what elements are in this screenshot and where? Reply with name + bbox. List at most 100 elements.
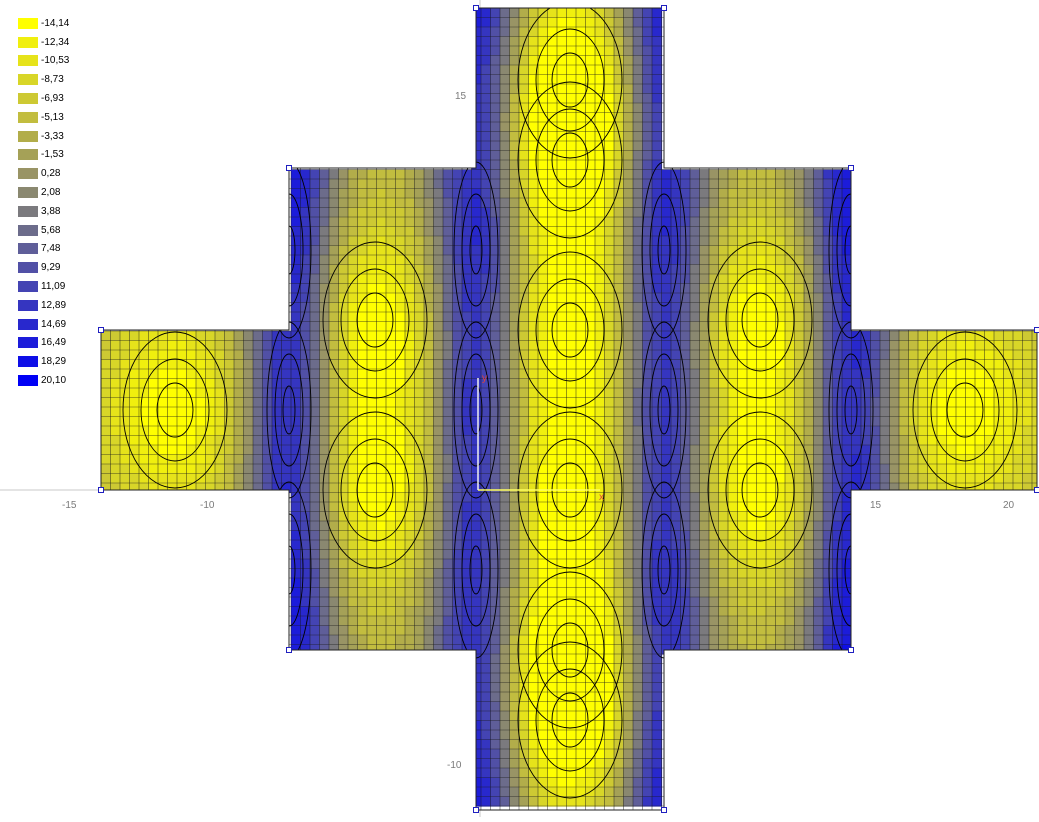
mesh-cell <box>643 151 653 161</box>
mesh-cell <box>130 369 140 379</box>
mesh-cell <box>804 170 814 180</box>
mesh-cell <box>595 588 605 598</box>
mesh-cell <box>633 84 643 94</box>
support-node[interactable] <box>287 648 292 653</box>
support-node[interactable] <box>1035 328 1039 333</box>
mesh-cell <box>614 540 624 550</box>
mesh-cell <box>367 635 377 645</box>
mesh-cell <box>206 474 216 484</box>
mesh-cell <box>804 217 814 227</box>
mesh-cell <box>652 189 662 199</box>
legend-label: 18,29 <box>41 356 66 367</box>
mesh-cell <box>709 426 719 436</box>
mesh-cell <box>823 227 833 237</box>
mesh-cell <box>795 455 805 465</box>
mesh-cell <box>605 37 615 47</box>
mesh-cell <box>662 312 672 322</box>
mesh-cell <box>652 436 662 446</box>
mesh-cell <box>804 559 814 569</box>
mesh-cell <box>652 255 662 265</box>
mesh-cell <box>633 160 643 170</box>
support-node[interactable] <box>849 648 854 653</box>
mesh-cell <box>719 483 729 493</box>
mesh-cell <box>643 721 653 731</box>
mesh-cell <box>814 265 824 275</box>
mesh-cell <box>396 331 406 341</box>
mesh-cell <box>776 531 786 541</box>
mesh-cell <box>519 797 529 807</box>
mesh-cell <box>491 787 501 797</box>
mesh-cell <box>586 94 596 104</box>
mesh-cell <box>643 75 653 85</box>
mesh-cell <box>899 417 909 427</box>
mesh-cell <box>605 255 615 265</box>
mesh-cell <box>500 369 510 379</box>
support-node[interactable] <box>662 6 667 11</box>
mesh-cell <box>624 730 634 740</box>
mesh-cell <box>234 369 244 379</box>
mesh-cell <box>766 255 776 265</box>
mesh-cell <box>519 721 529 731</box>
mesh-cell <box>719 198 729 208</box>
mesh-cell <box>367 521 377 531</box>
mesh-cell <box>529 388 539 398</box>
support-node[interactable] <box>99 328 104 333</box>
mesh-cell <box>244 398 254 408</box>
mesh-cell <box>310 170 320 180</box>
mesh-cell <box>548 246 558 256</box>
mesh-cell <box>434 322 444 332</box>
mesh-cell <box>766 417 776 427</box>
mesh-cell <box>586 198 596 208</box>
mesh-cell <box>244 407 254 417</box>
mesh-cell <box>804 493 814 503</box>
mesh-cell <box>424 569 434 579</box>
mesh-cell <box>329 616 339 626</box>
mesh-cell <box>396 436 406 446</box>
mesh-cell <box>586 740 596 750</box>
mesh-cell <box>624 455 634 465</box>
mesh-cell <box>443 578 453 588</box>
mesh-cell <box>690 265 700 275</box>
mesh-cell <box>415 417 425 427</box>
support-node[interactable] <box>474 808 479 813</box>
mesh-cell <box>899 379 909 389</box>
mesh-cell <box>386 550 396 560</box>
mesh-cell <box>624 417 634 427</box>
legend-swatch <box>18 262 38 273</box>
mesh-cell <box>605 341 615 351</box>
mesh-cell <box>538 787 548 797</box>
support-node[interactable] <box>287 166 292 171</box>
mesh-cell <box>472 132 482 142</box>
mesh-cell <box>491 483 501 493</box>
mesh-cell <box>1023 379 1033 389</box>
mesh-cell <box>225 474 235 484</box>
mesh-cell <box>567 778 577 788</box>
mesh-cell <box>405 635 415 645</box>
mesh-cell <box>424 588 434 598</box>
mesh-cell <box>434 398 444 408</box>
mesh-cell <box>776 550 786 560</box>
mesh-cell <box>557 217 567 227</box>
mesh-cell <box>614 502 624 512</box>
mesh-cell <box>443 626 453 636</box>
mesh-cell <box>652 569 662 579</box>
mesh-cell <box>253 426 263 436</box>
mesh-cell <box>510 236 520 246</box>
mesh-cell <box>586 75 596 85</box>
mesh-cell <box>301 483 311 493</box>
mesh-cell <box>500 607 510 617</box>
mesh-cell <box>500 341 510 351</box>
mesh-cell <box>728 569 738 579</box>
support-node[interactable] <box>849 166 854 171</box>
mesh-cell <box>823 331 833 341</box>
mesh-cell <box>1013 464 1023 474</box>
support-node[interactable] <box>662 808 667 813</box>
mesh-cell <box>519 369 529 379</box>
support-node[interactable] <box>99 488 104 493</box>
support-node[interactable] <box>474 6 479 11</box>
mesh-cell <box>519 160 529 170</box>
mesh-cell <box>215 398 225 408</box>
support-node[interactable] <box>1035 488 1039 493</box>
